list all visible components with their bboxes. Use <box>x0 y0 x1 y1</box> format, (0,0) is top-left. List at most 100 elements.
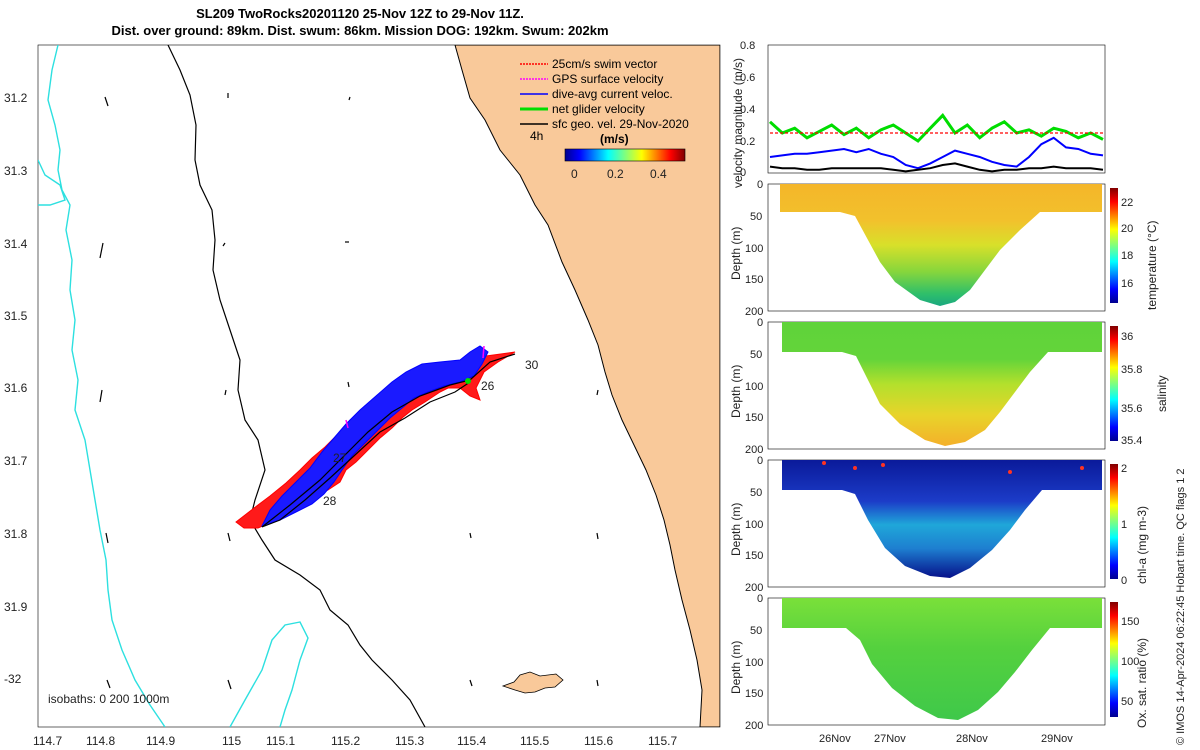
chla-ylabel: Depth (m) <box>729 503 743 556</box>
lon-tick-6: 115.2 <box>331 734 360 748</box>
oxygen-ylabel: Depth (m) <box>729 641 743 694</box>
sal-cbar-tick-354: 35.4 <box>1121 435 1142 447</box>
temp-cbar-tick-20: 20 <box>1121 223 1133 235</box>
lon-tick-8: 115.4 <box>457 734 486 748</box>
chla-cbar-tick-1: 1 <box>1121 519 1127 531</box>
lon-tick-3: 114.9 <box>146 734 175 748</box>
lon-tick-9: 115.5 <box>520 734 549 748</box>
date-axis: 26Nov 27Nov 28Nov 29Nov <box>819 733 1073 745</box>
isobath-200 <box>167 45 426 727</box>
temp-cbar-tick-18: 18 <box>1121 250 1133 262</box>
temperature-section <box>780 184 1102 306</box>
temperature-panel: 22 20 18 16 temperature (°C) Depth (m) 0… <box>729 179 1159 318</box>
track-label-30: 30 <box>525 358 539 372</box>
map-colorbar <box>564 148 686 162</box>
temp-cbar-tick-16: 16 <box>1121 278 1133 290</box>
lat-tick-7: 31.8 <box>4 527 28 541</box>
island <box>501 671 564 694</box>
salinity-cbar-label: salinity <box>1155 375 1169 412</box>
temp-depth-150: 150 <box>745 274 763 286</box>
sal-depth-150: 150 <box>745 412 763 424</box>
vel-tick-0: 0 <box>740 167 746 179</box>
sal-depth-100: 100 <box>745 381 763 393</box>
lat-tick-9: -32 <box>4 672 22 686</box>
chla-cbar-tick-0: 0 <box>1121 575 1127 587</box>
legend-dive: dive-avg current veloc. <box>552 87 673 101</box>
legend-net: net glider velocity <box>552 102 645 116</box>
ox-depth-100: 100 <box>745 657 763 669</box>
track-label-28: 28 <box>323 494 337 508</box>
track-label-26: 26 <box>481 379 495 393</box>
lat-tick-8: 31.9 <box>4 600 28 614</box>
temp-depth-100: 100 <box>745 243 763 255</box>
vel-tick-4: 0.8 <box>740 40 755 52</box>
date-tick-26nov: 26Nov <box>819 733 851 745</box>
salinity-ylabel: Depth (m) <box>729 365 743 418</box>
chla-panel: 2 1 0 chl-a (mg m-3) Depth (m) 0 50 100 … <box>729 455 1149 594</box>
temperature-colorbar <box>1110 188 1118 303</box>
figure-title-line2: Dist. over ground: 89km. Dist. swum: 86k… <box>111 23 609 38</box>
sal-depth-50: 50 <box>750 349 762 361</box>
vel-tick-3: 0.6 <box>740 72 755 84</box>
sal-cbar-tick-356: 35.6 <box>1121 403 1142 415</box>
legend-swim: 25cm/s swim vector <box>552 57 657 71</box>
chla-hotspots <box>822 461 1084 474</box>
sal-depth-200: 200 <box>745 444 763 456</box>
velocity-panel: 0 0.2 0.4 0.6 0.8 velocity magnitude (m/… <box>731 40 1106 188</box>
ox-depth-0: 0 <box>757 593 763 605</box>
temp-depth-0: 0 <box>757 179 763 191</box>
salinity-panel: 36 35.8 35.6 35.4 salinity Depth (m) 0 5… <box>729 317 1169 456</box>
land-area <box>454 45 720 727</box>
map-panel: 30 26 27 28 25cm/s swim vector GPS surfa… <box>4 44 721 748</box>
chla-depth-100: 100 <box>745 519 763 531</box>
sal-depth-0: 0 <box>757 317 763 329</box>
legend-gps: GPS surface velocity <box>552 72 663 86</box>
chla-depth-200: 200 <box>745 582 763 594</box>
velocity-ylabel: velocity magnitude (m/s) <box>731 58 745 188</box>
gps-vector <box>482 345 485 359</box>
isobaths-label: isobaths: 0 200 1000m <box>48 692 169 706</box>
gps-vector-2 <box>345 419 349 429</box>
chla-depth-50: 50 <box>750 487 762 499</box>
lon-tick-4: 115 <box>222 734 241 748</box>
temperature-ylabel: Depth (m) <box>729 227 743 280</box>
lat-tick-3: 31.4 <box>4 237 28 251</box>
date-tick-29nov: 29Nov <box>1041 733 1073 745</box>
chla-cbar-tick-2: 2 <box>1121 463 1127 475</box>
colorbar-unit: (m/s) <box>600 132 629 146</box>
velocity-frame <box>767 44 1106 174</box>
legend-sfc: sfc geo. vel. 29-Nov-2020 <box>552 117 689 131</box>
temp-depth-50: 50 <box>750 211 762 223</box>
isobath-1000 <box>38 45 309 727</box>
ox-cbar-tick-100: 100 <box>1121 656 1139 668</box>
oxygen-panel: 150 100 50 Ox. sat. ratio (%) Depth (m) … <box>729 593 1149 732</box>
colorbar-tick-0: 0 <box>571 167 578 181</box>
ox-cbar-tick-50: 50 <box>1121 696 1133 708</box>
chla-section <box>782 460 1102 578</box>
date-tick-27nov: 27Nov <box>874 733 906 745</box>
ox-cbar-tick-150: 150 <box>1121 616 1139 628</box>
velocity-lines <box>768 113 1104 173</box>
lat-tick-1: 31.2 <box>4 91 28 105</box>
chla-colorbar <box>1110 464 1118 579</box>
temperature-cbar-label: temperature (°C) <box>1145 221 1159 311</box>
vel-tick-2: 0.4 <box>740 104 755 116</box>
glider-position <box>465 378 471 384</box>
date-tick-28nov: 28Nov <box>956 733 988 745</box>
dive-avg-line <box>769 136 1104 170</box>
net-glider-line <box>768 113 1104 143</box>
figure-title-line1: SL209 TwoRocks20201120 25-Nov 12Z to 29-… <box>196 6 524 21</box>
temp-cbar-tick-22: 22 <box>1121 197 1133 209</box>
lon-tick-7: 115.3 <box>395 734 424 748</box>
sal-cbar-tick-36: 36 <box>1121 331 1133 343</box>
ox-depth-50: 50 <box>750 625 762 637</box>
label-4h: 4h <box>530 129 543 143</box>
imos-credit: © IMOS 14-Apr-2024 06:22:45 Hobart time.… <box>1175 468 1187 745</box>
lon-tick-10: 115.6 <box>584 734 613 748</box>
lat-tick-6: 31.7 <box>4 454 28 468</box>
ox-depth-200: 200 <box>745 720 763 732</box>
sfc-geo-line <box>769 162 1104 173</box>
lat-tick-5: 31.6 <box>4 381 28 395</box>
lon-axis: 114.7 114.8 114.9 115 115.1 115.2 115.3 … <box>33 734 677 748</box>
